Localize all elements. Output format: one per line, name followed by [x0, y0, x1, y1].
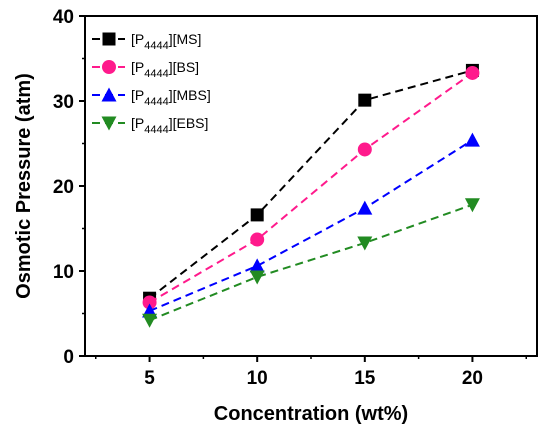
y-tick-label: 20 — [53, 177, 74, 198]
data-point — [250, 232, 265, 247]
series-line — [149, 139, 473, 312]
legend-entry-3: [P4444][EBS] — [92, 115, 208, 136]
legend-entry-0: [P4444][MS] — [92, 31, 201, 52]
legend-label: [P4444][BS] — [131, 59, 199, 80]
data-point — [358, 93, 372, 107]
data-point — [142, 313, 158, 328]
y-tick-label: 30 — [53, 92, 74, 113]
x-tick-label: 15 — [354, 368, 376, 389]
data-point — [249, 270, 265, 285]
y-tick-label: 10 — [53, 262, 74, 283]
data-point — [464, 198, 480, 213]
series-2 — [142, 132, 480, 318]
legend-marker — [102, 32, 116, 46]
y-tick-label: 40 — [53, 7, 74, 28]
data-point — [142, 295, 157, 310]
y-tick-label: 0 — [63, 347, 74, 368]
legend-marker — [101, 116, 117, 131]
plot-frame — [84, 15, 538, 357]
legend-label: [P4444][MBS] — [131, 87, 211, 108]
legend-label: [P4444][MS] — [131, 31, 201, 52]
legend-entry-1: [P4444][BS] — [92, 59, 199, 80]
legend-marker — [102, 60, 116, 74]
legend-entry-2: [P4444][MBS] — [92, 87, 211, 108]
series-line — [148, 69, 473, 299]
legend: [P4444][MS] [P4444][BS] [P4444][MBS] [P4444… — [92, 31, 211, 136]
x-axis-title: Concentration (wt%) — [214, 403, 408, 425]
axis-ticks-layer: 0 10 20 30 40 5 10 15 20 — [53, 7, 527, 389]
data-point — [357, 200, 373, 215]
data-point — [464, 132, 480, 147]
data-point — [357, 142, 372, 157]
data-point — [465, 65, 480, 80]
series-line — [149, 72, 474, 304]
series-1 — [142, 65, 480, 310]
y-axis-title: Osmotic Pressure (atm) — [13, 73, 35, 299]
x-tick-label: 10 — [247, 368, 268, 389]
x-tick-label: 5 — [144, 368, 155, 389]
data-point — [250, 208, 264, 222]
x-tick-label: 20 — [462, 368, 483, 389]
legend-marker — [101, 87, 117, 102]
series-line — [149, 203, 473, 322]
series-3 — [142, 198, 480, 328]
legend-label: [P4444][EBS] — [131, 115, 208, 136]
series-layer — [142, 63, 480, 328]
data-point — [357, 236, 373, 251]
data-point — [249, 258, 265, 273]
